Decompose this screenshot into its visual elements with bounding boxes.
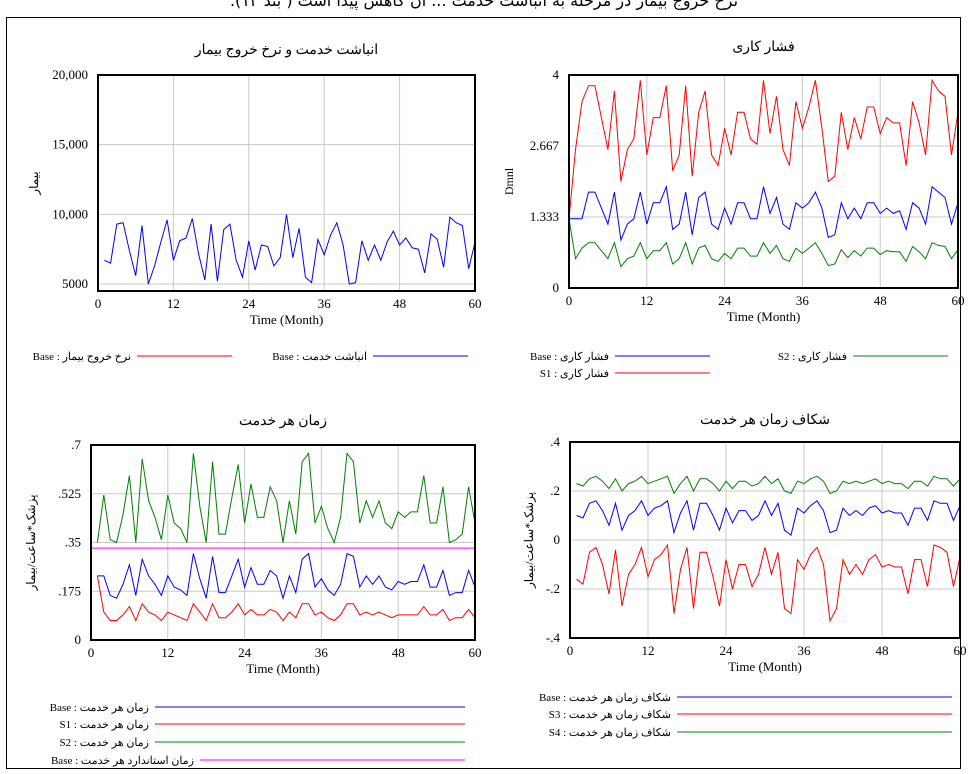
y-tick-label: 2.667	[530, 138, 560, 153]
x-tick-label: 36	[315, 645, 329, 660]
chart-c2: فشار کاری 0 12 24 36 48 60 0 1.333 2.667 4 Time (Mo…	[502, 40, 965, 380]
y-axis-label: پزشک*ساعت/بیمار	[522, 492, 536, 589]
y-tick-label: 0	[75, 632, 82, 647]
x-tick-label: 36	[318, 296, 332, 311]
legend-label: Base : شکاف زمان هر خدمت	[539, 692, 671, 704]
plot-area-border	[569, 441, 961, 639]
x-tick-label: 48	[393, 296, 406, 311]
chart-title: شکاف زمان هر خدمت	[700, 413, 830, 428]
chart-title: انباشت خدمت و نرخ خروج بیمار	[194, 43, 378, 58]
x-tick-label: 12	[642, 643, 655, 658]
legend-label: S2 : فشار کاری	[778, 351, 847, 363]
x-tick-label: 48	[874, 293, 887, 308]
y-tick-label: -.4	[546, 630, 561, 645]
plot-area-border	[90, 444, 476, 641]
series-line-s1-1	[568, 78, 959, 219]
legend-label: Base : زمان هر خدمت	[50, 702, 149, 714]
x-tick-label: 0	[566, 293, 573, 308]
x-tick-label: 60	[954, 643, 967, 658]
x-tick-label: 0	[95, 296, 102, 311]
y-tick-label: .35	[65, 535, 81, 550]
series-line-base-0	[576, 499, 961, 536]
x-tick-label: 36	[798, 643, 812, 658]
y-tick-label: .7	[71, 437, 81, 452]
y-tick-label: 4	[553, 67, 560, 82]
x-tick-label: 24	[720, 643, 734, 658]
x-axis-label: Time (Month)	[728, 659, 802, 674]
chart-c3: زمان هر خدمت 0 12 24 36 48 60 0 .175 .35 .525 .7 Tim…	[24, 414, 482, 767]
x-tick-label: 60	[469, 296, 482, 311]
y-tick-label: 1.333	[530, 209, 559, 224]
legend-label: S1 : فشار کاری	[540, 368, 609, 380]
legend-label: S3 : شکاف زمان هر خدمت	[549, 709, 671, 721]
top-caption: نرخ خروج بیمار در مرحله به انباشت خدمت .…	[229, 0, 739, 10]
legend-label: S1 : زمان هر خدمت	[60, 719, 149, 731]
series-line-s4-2	[576, 475, 961, 495]
series-line-base-0	[569, 184, 959, 243]
x-tick-label: 60	[469, 645, 482, 660]
x-axis-label: Time (Month)	[727, 309, 801, 324]
series-line-base-0	[104, 214, 476, 285]
y-tick-label: -.2	[546, 581, 560, 596]
y-tick-label: 10,000	[52, 206, 88, 221]
series-line-s2-2	[96, 452, 476, 544]
legend-label: Base : فشار کاری	[530, 351, 609, 363]
y-tick-label: .175	[58, 583, 81, 598]
y-tick-label: 0	[554, 532, 561, 547]
legend-label: S4 : شکاف زمان هر خدمت	[549, 727, 671, 739]
x-tick-label: 48	[876, 643, 889, 658]
series-line-s2-2	[568, 218, 959, 268]
x-axis-label: Time (Month)	[246, 661, 320, 676]
y-tick-label: .525	[58, 486, 81, 501]
y-axis-label: بیمار	[27, 171, 41, 195]
plot-area-border	[568, 74, 959, 289]
figure-frame	[6, 17, 961, 769]
x-tick-label: 12	[640, 293, 653, 308]
chart-title: زمان هر خدمت	[239, 414, 327, 429]
chart-c1: انباشت خدمت و نرخ خروج بیمار 0 12 24 36 48 60 5…	[27, 43, 482, 363]
x-tick-label: 12	[161, 645, 174, 660]
y-tick-label: 20,000	[52, 67, 88, 82]
legend-label: Base : نرخ خروج بیمار	[33, 351, 131, 363]
x-tick-label: 24	[242, 296, 256, 311]
x-tick-label: 0	[567, 643, 574, 658]
series-line-s1-1	[96, 575, 476, 622]
legend-label: Base : زمان استاندارد هر خدمت	[51, 755, 194, 767]
x-tick-label: 36	[796, 293, 810, 308]
x-tick-label: 12	[167, 296, 180, 311]
x-tick-label: 24	[238, 645, 252, 660]
series-line-s3-1	[576, 543, 961, 623]
legend-label: Base : انباشت خدمت	[272, 351, 367, 363]
y-tick-label: 15,000	[52, 137, 88, 152]
y-tick-label: 0	[553, 280, 560, 295]
y-axis-label: Dmnl	[502, 167, 516, 195]
y-axis-label: پزشک*ساعت/بیمار	[24, 494, 38, 591]
y-tick-label: .4	[550, 434, 560, 449]
plot-area-border	[97, 74, 476, 292]
chart-c4: شکاف زمان هر خدمت 0 12 24 36 48 60 -.4 -.2 0 .2 .4 T…	[522, 413, 967, 739]
x-tick-label: 60	[952, 293, 965, 308]
series-line-base-0	[97, 552, 476, 601]
y-tick-label: .2	[550, 483, 560, 498]
x-tick-label: 24	[718, 293, 732, 308]
legend-label: S2 : زمان هر خدمت	[60, 737, 149, 749]
x-axis-label: Time (Month)	[250, 312, 324, 327]
x-tick-label: 48	[392, 645, 405, 660]
x-tick-label: 0	[88, 645, 95, 660]
y-tick-label: 5000	[62, 276, 88, 291]
chart-title: فشار کاری	[732, 40, 794, 55]
